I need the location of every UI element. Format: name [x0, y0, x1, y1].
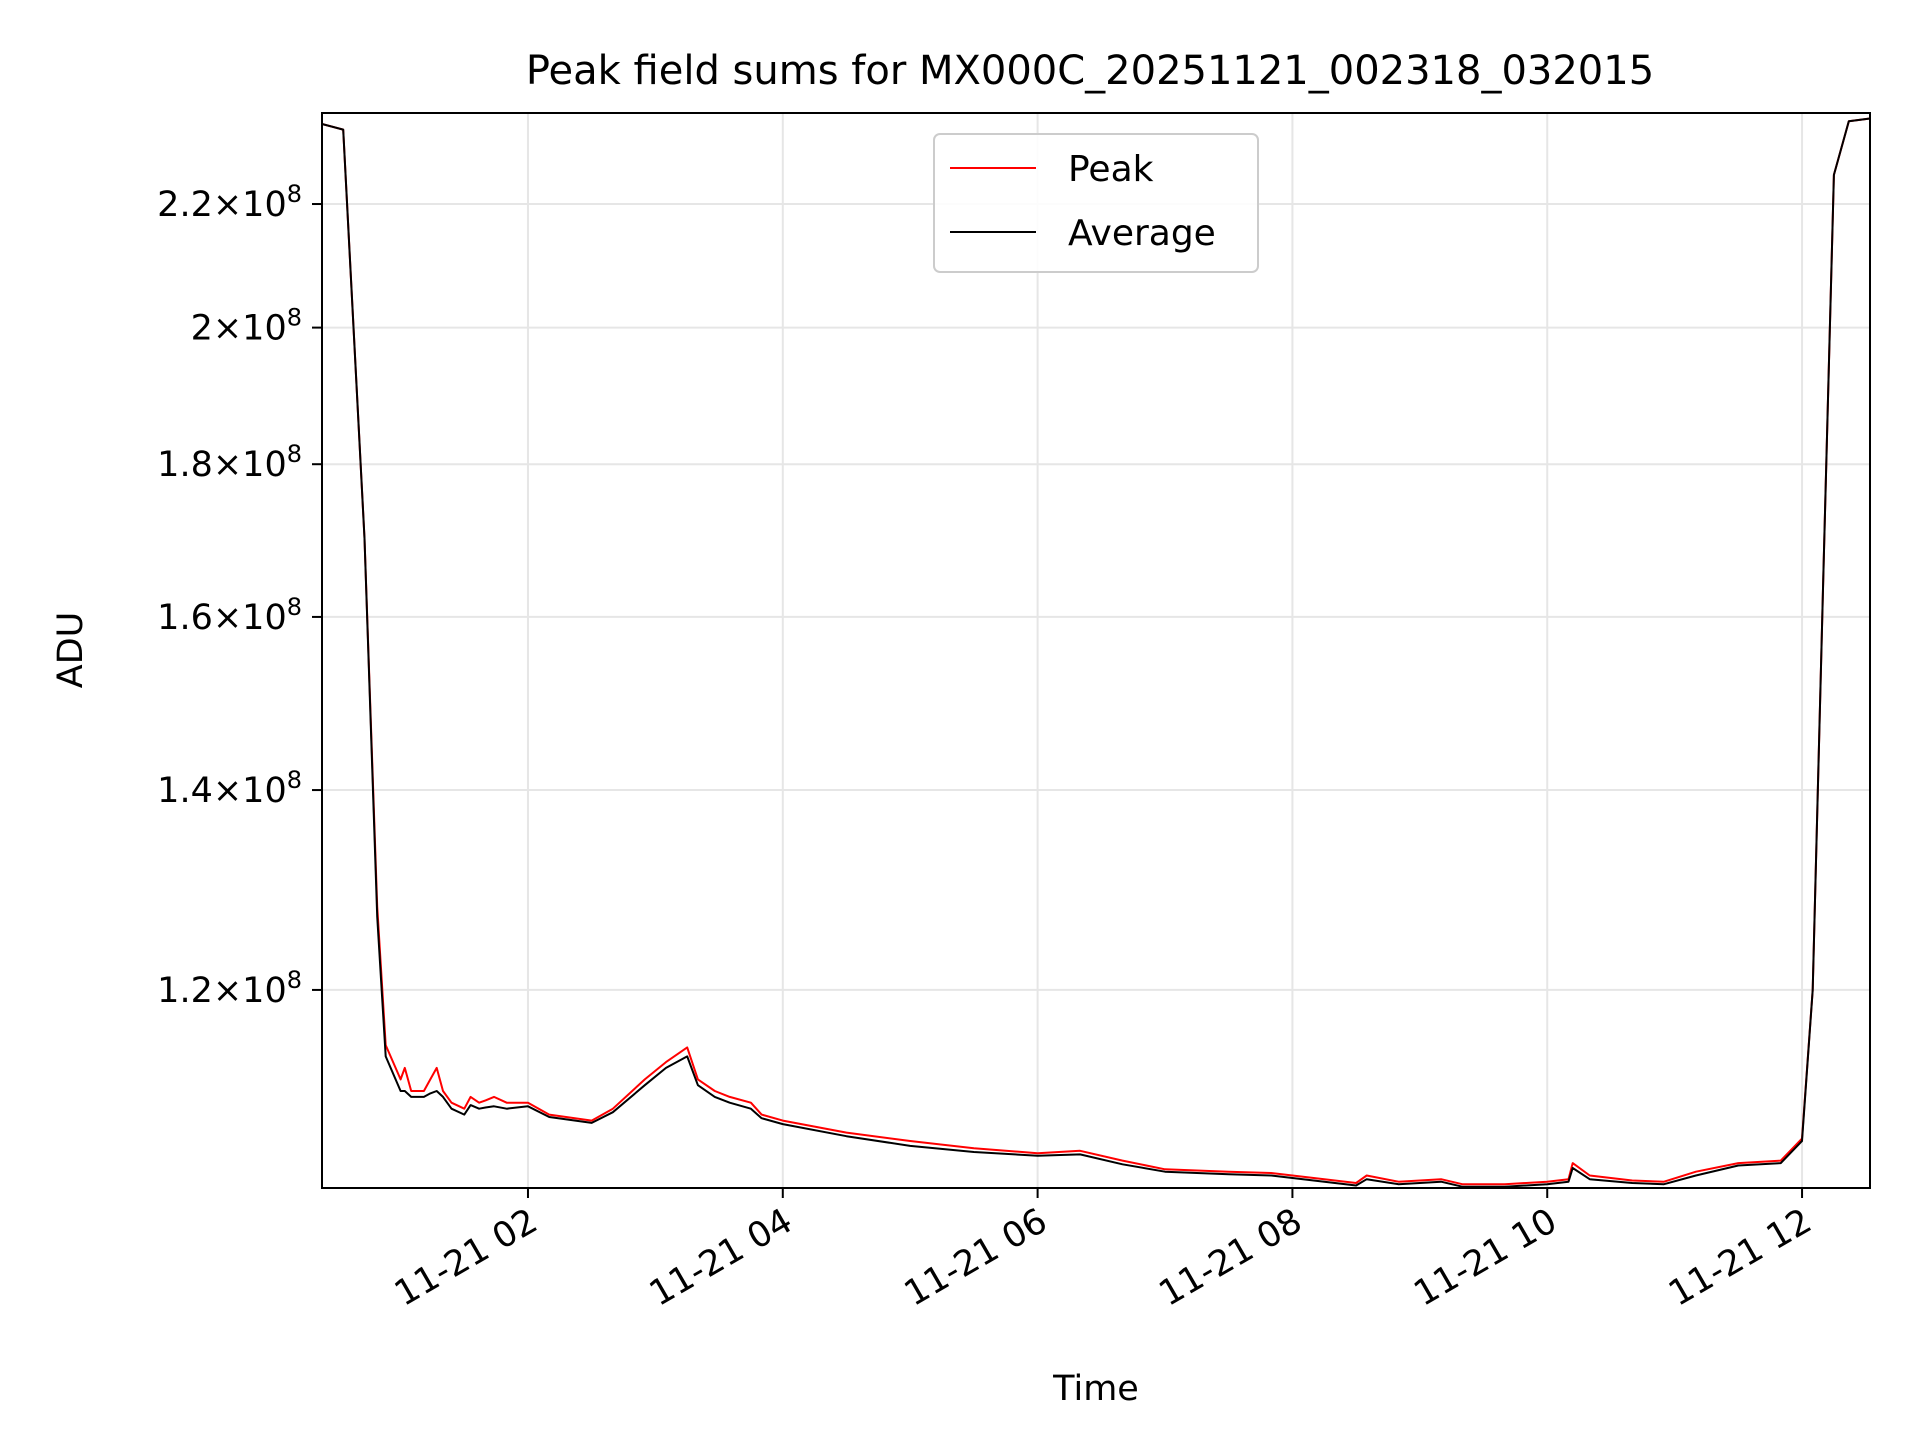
series-layer: [321, 117, 1871, 1188]
series-line-peak: [321, 117, 1871, 1186]
y-tick-mantissa: 1.4: [157, 771, 213, 811]
legend-label-peak: Peak: [1068, 149, 1154, 190]
plot-area-frame: [321, 112, 1871, 1189]
y-tick-label: 1.2×108: [157, 966, 302, 1011]
y-axis-label: ADU: [51, 612, 91, 689]
y-tick-mantissa: 2.2: [157, 185, 213, 225]
y-tick-label: 1.4×108: [157, 766, 302, 811]
y-tick-exponent: 8: [287, 440, 302, 468]
series-line-average: [321, 117, 1871, 1188]
y-tick-exponent: 8: [287, 593, 302, 621]
y-tick-mantissa: 1.6: [157, 598, 213, 638]
chart-title: Peak field sums for MX000C_20251121_0023…: [526, 48, 1654, 94]
y-tick-times-ten: ×10: [213, 598, 287, 638]
y-tick-mantissa: 1.2: [157, 971, 213, 1011]
legend: Peak Average: [933, 133, 1259, 273]
y-tick-times-ten: ×10: [213, 185, 287, 225]
y-tick-exponent: 8: [287, 304, 302, 332]
y-tick-exponent: 8: [287, 180, 302, 208]
x-axis-label: Time: [1052, 1369, 1139, 1409]
y-tick-label: 2.2×108: [157, 180, 302, 225]
y-tick-times-ten: ×10: [213, 445, 287, 485]
y-tick-exponent: 8: [287, 766, 302, 794]
y-tick-times-ten: ×10: [213, 771, 287, 811]
grid-lines: [322, 113, 1870, 1188]
y-tick-times-ten: ×10: [213, 309, 287, 349]
y-tick-label: 2×108: [191, 304, 302, 349]
legend-label-average: Average: [1068, 213, 1216, 254]
y-tick-exponent: 8: [287, 966, 302, 994]
y-tick-label: 1.8×108: [157, 440, 302, 485]
y-tick-times-ten: ×10: [213, 971, 287, 1011]
y-tick-mantissa: 1.8: [157, 445, 213, 485]
y-tick-mantissa: 2: [191, 309, 213, 349]
y-tick-label: 1.6×108: [157, 593, 302, 638]
